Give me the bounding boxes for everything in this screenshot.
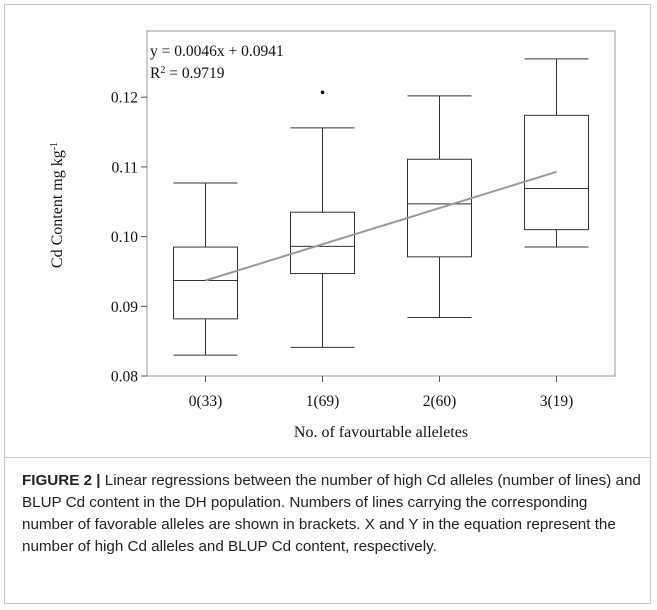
y-tick-label: 0.08 [111,369,138,386]
x-tick-label: 1(69) [306,393,340,410]
y-axis: 0.08 0.09 0.10 0.11 0.12 [111,90,147,386]
y-tick-label: 0.10 [111,229,138,246]
regression-equation: y = 0.0046x + 0.0941 [150,43,284,60]
x-axis: 0(33) 1(69) 2(60) 3(19) [189,376,574,410]
x-tick-label: 2(60) [423,393,457,410]
iqr-box [290,211,355,275]
iqr-box [173,246,238,320]
box-0 [173,182,238,356]
figure-label: FIGURE 2 | [22,472,101,489]
box-plot-chart: 0.08 0.09 0.10 0.11 0.12 0(33) 1(69) 2(60) 3(19… [49,30,616,441]
regression-line [205,170,557,282]
y-tick-label: 0.11 [111,159,138,176]
plot-area-border [146,30,616,377]
r-squared-label: R2 = 0.9719 [150,65,225,83]
y-axis-title: Cd Content mg kg-1 [49,142,67,268]
outlier-point [320,90,325,95]
x-tick-label: 0(33) [189,393,223,410]
caption-text: Linear regressions between the number of… [22,472,641,555]
boxes-group [173,58,589,356]
figure-caption: FIGURE 2 | Linear regressions between th… [22,470,642,558]
figure-frame [4,4,651,604]
x-tick-label: 3(19) [540,393,574,410]
x-axis-title: No. of favourtable alleletes [294,424,468,441]
box-2 [407,95,472,318]
box-1 [290,90,355,348]
box-3 [524,58,589,248]
y-tick-label: 0.09 [111,299,138,316]
y-tick-label: 0.12 [111,90,138,107]
regression-group [205,170,557,282]
caption-divider [4,457,651,458]
